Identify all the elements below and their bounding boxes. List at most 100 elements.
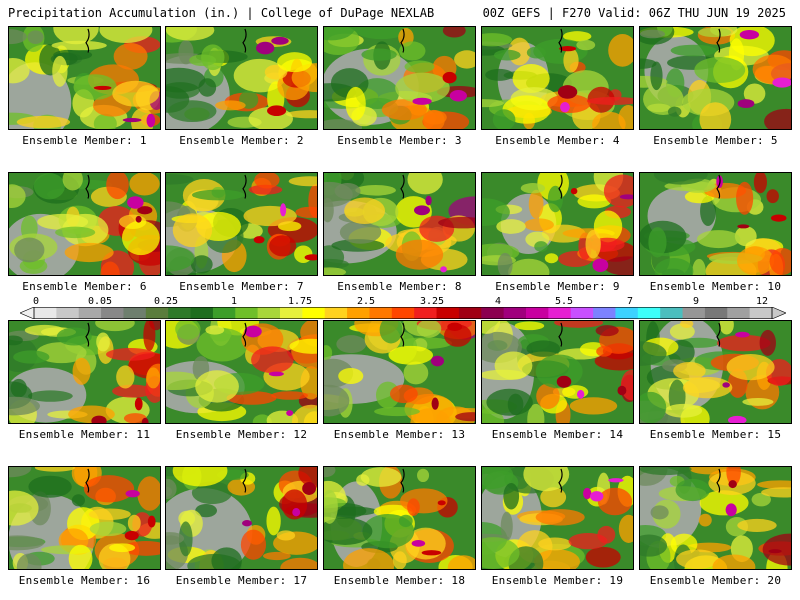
map-panel-2	[165, 26, 318, 130]
colorbar-swatch	[570, 307, 594, 319]
map-panel-3	[323, 26, 476, 130]
colorbar-swatch	[302, 307, 326, 319]
precip-field	[324, 27, 475, 129]
colorbar-swatch	[280, 307, 303, 319]
colorbar-tick-label: 1.75	[287, 296, 313, 307]
precip-field	[166, 27, 317, 129]
colorbar-swatch	[212, 307, 236, 319]
precip-field	[9, 173, 160, 275]
panel-label-9: Ensemble Member: 9	[495, 280, 620, 293]
precip-field	[640, 173, 791, 275]
colorbar-tick-label: 9	[692, 296, 700, 307]
colorbar-swatch	[526, 307, 549, 319]
precip-field	[324, 321, 475, 423]
map-panel-20	[639, 466, 792, 570]
map-panel-18	[323, 466, 476, 570]
colorbar-tick-label: 12	[755, 296, 769, 307]
colorbar-tick-label: 0.25	[153, 296, 179, 307]
precip-field	[324, 173, 475, 275]
colorbar-swatch	[123, 307, 147, 319]
colorbar-swatch	[615, 307, 639, 319]
colorbar-swatch	[168, 307, 192, 319]
colorbar-graphic	[20, 307, 786, 319]
precip-field	[166, 467, 317, 569]
panel-label-12: Ensemble Member: 12	[175, 428, 308, 441]
colorbar-tick-label: 7	[626, 296, 634, 307]
colorbar-swatch	[145, 307, 169, 319]
map-panel-10	[639, 172, 792, 276]
panel-label-18: Ensemble Member: 18	[333, 574, 466, 587]
precip-field	[9, 321, 160, 423]
panel-label-1: Ensemble Member: 1	[22, 134, 147, 147]
panel-label-19: Ensemble Member: 19	[491, 574, 624, 587]
map-panel-6	[8, 172, 161, 276]
colorbar-tick-label: 0	[32, 296, 40, 307]
colorbar-swatch	[503, 307, 527, 319]
colorbar-right-arrow	[771, 307, 786, 319]
colorbar-swatch	[34, 307, 57, 319]
map-panel-12	[165, 320, 318, 424]
colorbar-swatch	[324, 307, 348, 319]
colorbar-tick-label: 0.05	[87, 296, 113, 307]
precip-field	[166, 173, 317, 275]
panel-label-14: Ensemble Member: 14	[491, 428, 624, 441]
map-panel-17	[165, 466, 318, 570]
precip-field	[640, 321, 791, 423]
panel-label-8: Ensemble Member: 8	[337, 280, 462, 293]
precip-field	[640, 467, 791, 569]
colorbar-swatch	[56, 307, 80, 319]
map-panel-5	[639, 26, 792, 130]
colorbar-tick-label: 3.25	[419, 296, 445, 307]
panel-label-4: Ensemble Member: 4	[495, 134, 620, 147]
map-panel-19	[481, 466, 634, 570]
panel-label-13: Ensemble Member: 13	[333, 428, 466, 441]
precip-field	[482, 173, 633, 275]
precip-field	[9, 467, 160, 569]
colorbar-tick-label: 4	[494, 296, 502, 307]
colorbar-tick-label: 1	[230, 296, 238, 307]
colorbar-swatch	[637, 307, 661, 319]
panel-label-2: Ensemble Member: 2	[179, 134, 304, 147]
precip-field	[9, 27, 160, 129]
map-panel-4	[481, 26, 634, 130]
panel-label-20: Ensemble Member: 20	[649, 574, 782, 587]
colorbar-swatch	[414, 307, 438, 319]
precip-field	[482, 27, 633, 129]
colorbar-tick-label: 2.5	[356, 296, 376, 307]
map-panel-8	[323, 172, 476, 276]
map-panel-16	[8, 466, 161, 570]
precip-field	[482, 467, 633, 569]
panel-label-15: Ensemble Member: 15	[649, 428, 782, 441]
precip-field	[640, 27, 791, 129]
map-panel-1	[8, 26, 161, 130]
colorbar-swatch	[369, 307, 393, 319]
panel-label-17: Ensemble Member: 17	[175, 574, 308, 587]
map-panel-7	[165, 172, 318, 276]
colorbar-swatch	[682, 307, 706, 319]
panel-label-11: Ensemble Member: 11	[18, 428, 151, 441]
colorbar-swatch	[347, 307, 370, 319]
panel-label-10: Ensemble Member: 10	[649, 280, 782, 293]
colorbar-swatch	[78, 307, 102, 319]
panel-label-16: Ensemble Member: 16	[18, 574, 151, 587]
colorbar-swatch	[481, 307, 505, 319]
colorbar-left-arrow	[20, 307, 35, 319]
panel-label-5: Ensemble Member: 5	[653, 134, 778, 147]
colorbar-swatch	[391, 307, 415, 319]
colorbar-swatch	[704, 307, 728, 319]
panel-label-7: Ensemble Member: 7	[179, 280, 304, 293]
colorbar	[20, 307, 786, 319]
colorbar-swatch	[257, 307, 281, 319]
panel-label-6: Ensemble Member: 6	[22, 280, 147, 293]
colorbar-swatch	[548, 307, 572, 319]
map-title: Precipitation Accumulation (in.) | Colle…	[8, 6, 435, 20]
colorbar-swatch	[593, 307, 616, 319]
colorbar-swatch	[101, 307, 124, 319]
colorbar-swatch	[749, 307, 773, 319]
precip-field	[482, 321, 633, 423]
map-panel-15	[639, 320, 792, 424]
map-panel-9	[481, 172, 634, 276]
map-panel-11	[8, 320, 161, 424]
colorbar-tick-label: 5.5	[554, 296, 574, 307]
precip-field	[324, 467, 475, 569]
